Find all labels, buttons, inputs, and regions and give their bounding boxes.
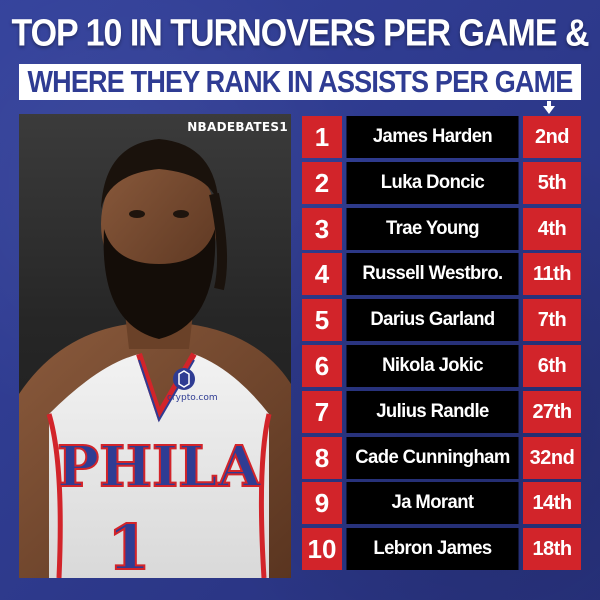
- player-name: Darius Garland: [346, 299, 519, 342]
- table-row: 10 Lebron James 18th: [302, 528, 581, 571]
- assist-rank: 5th: [523, 161, 581, 204]
- watermark: NBADEBATES1: [187, 120, 288, 134]
- title-line-1: TOP 10 IN TURNOVERS PER GAME &: [11, 11, 589, 55]
- table-row: 4 Russell Westbro. 11th: [302, 253, 581, 296]
- table-row: 2 Luka Doncic 5th: [302, 161, 581, 204]
- subtitle-banner: WHERE THEY RANK IN ASSISTS PER GAME: [19, 64, 581, 100]
- player-name: Julius Randle: [346, 390, 519, 433]
- table-row: 7 Julius Randle 27th: [302, 390, 581, 433]
- assist-rank: 32nd: [523, 436, 581, 479]
- rankings-table: 1 James Harden 2nd 2 Luka Doncic 5th 3 Trae You…: [302, 116, 581, 574]
- player-photo: PHILA 1 crypto.com: [19, 114, 291, 578]
- assist-rank: 11th: [523, 253, 581, 296]
- player-name: Cade Cunningham: [346, 436, 519, 479]
- table-row: 3 Trae Young 4th: [302, 207, 581, 250]
- rank-number: 6: [302, 344, 342, 387]
- player-name: Ja Morant: [346, 482, 519, 525]
- arrow-down-icon: [543, 101, 555, 114]
- player-name: Nikola Jokic: [346, 344, 519, 387]
- assist-rank: 14th: [523, 482, 581, 525]
- table-row: 5 Darius Garland 7th: [302, 299, 581, 342]
- assist-rank: 6th: [523, 344, 581, 387]
- assist-rank: 27th: [523, 390, 581, 433]
- assist-rank: 2nd: [523, 116, 581, 158]
- assist-rank: 18th: [523, 528, 581, 571]
- rank-number: 1: [302, 116, 342, 158]
- table-row: 1 James Harden 2nd: [302, 116, 581, 158]
- jersey-sponsor-text: crypto.com: [167, 393, 218, 403]
- rank-number: 4: [302, 253, 342, 296]
- rank-number: 9: [302, 482, 342, 525]
- table-row: 6 Nikola Jokic 6th: [302, 344, 581, 387]
- rank-number: 5: [302, 299, 342, 342]
- rank-number: 10: [302, 528, 342, 571]
- jersey-number-text: 1: [107, 511, 150, 578]
- rank-number: 2: [302, 161, 342, 204]
- assist-rank: 7th: [523, 299, 581, 342]
- rank-number: 3: [302, 207, 342, 250]
- player-name: Lebron James: [346, 528, 519, 571]
- rank-number: 7: [302, 390, 342, 433]
- player-name: Russell Westbro.: [346, 253, 519, 296]
- rank-number: 8: [302, 436, 342, 479]
- table-row: 9 Ja Morant 14th: [302, 482, 581, 525]
- player-name: James Harden: [346, 116, 519, 158]
- title-line-2: WHERE THEY RANK IN ASSISTS PER GAME: [27, 65, 573, 99]
- player-name: Luka Doncic: [346, 161, 519, 204]
- table-row: 8 Cade Cunningham 32nd: [302, 436, 581, 479]
- assist-rank: 4th: [523, 207, 581, 250]
- jersey-team-text: PHILA: [57, 434, 263, 500]
- player-name: Trae Young: [346, 207, 519, 250]
